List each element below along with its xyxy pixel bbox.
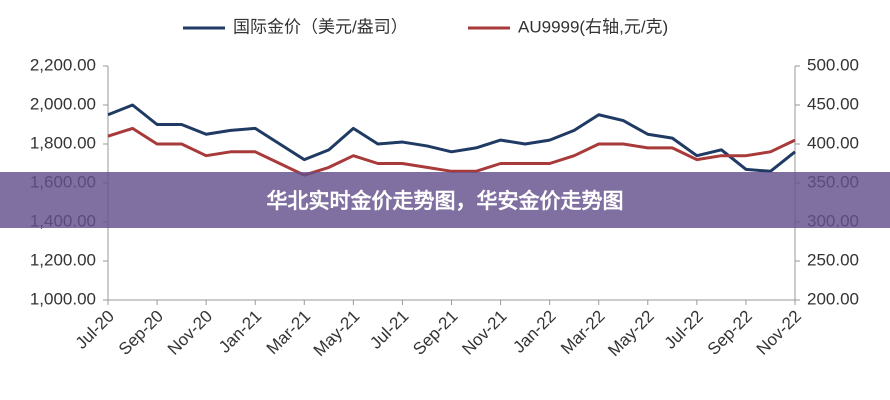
- series-line: [107, 126, 796, 177]
- x-tick-label: Nov-20: [164, 307, 216, 359]
- x-tick-label: Jul-21: [366, 307, 412, 353]
- x-tick-label: Sep-21: [409, 307, 461, 359]
- legend-label: 国际金价（美元/盎司）: [233, 17, 408, 36]
- x-tick-label: Sep-22: [704, 307, 756, 359]
- y2-tick-label: 450.00: [807, 94, 859, 113]
- x-tick-label: Jan-21: [215, 307, 265, 357]
- x-tick-label: Jan-22: [509, 307, 559, 357]
- y-tick-label: 1,200.00: [30, 250, 96, 269]
- x-tick-label: May-21: [310, 307, 364, 361]
- x-tick-label: Nov-22: [753, 307, 805, 359]
- y2-tick-label: 200.00: [807, 289, 859, 308]
- x-tick-label: Mar-22: [557, 307, 609, 359]
- x-tick-label: Jul-20: [72, 307, 118, 353]
- y2-tick-label: 500.00: [807, 55, 859, 74]
- y-tick-label: 2,200.00: [30, 55, 96, 74]
- series-line: [107, 103, 796, 173]
- x-tick-label: Jul-22: [661, 307, 707, 353]
- x-tick-label: Mar-21: [263, 307, 315, 359]
- y-tick-label: 2,000.00: [30, 94, 96, 113]
- banner: 华北实时金价走势图，华安金价走势图: [0, 172, 890, 228]
- y-tick-label: 1,000.00: [30, 289, 96, 308]
- x-tick-label: Sep-20: [115, 307, 167, 359]
- y2-tick-label: 250.00: [807, 250, 859, 269]
- x-tick-label: Nov-21: [458, 307, 510, 359]
- legend-label: AU9999(右轴,元/克): [518, 17, 668, 36]
- x-tick-label: May-22: [604, 307, 658, 361]
- y-tick-label: 1,800.00: [30, 133, 96, 152]
- y2-tick-label: 400.00: [807, 133, 859, 152]
